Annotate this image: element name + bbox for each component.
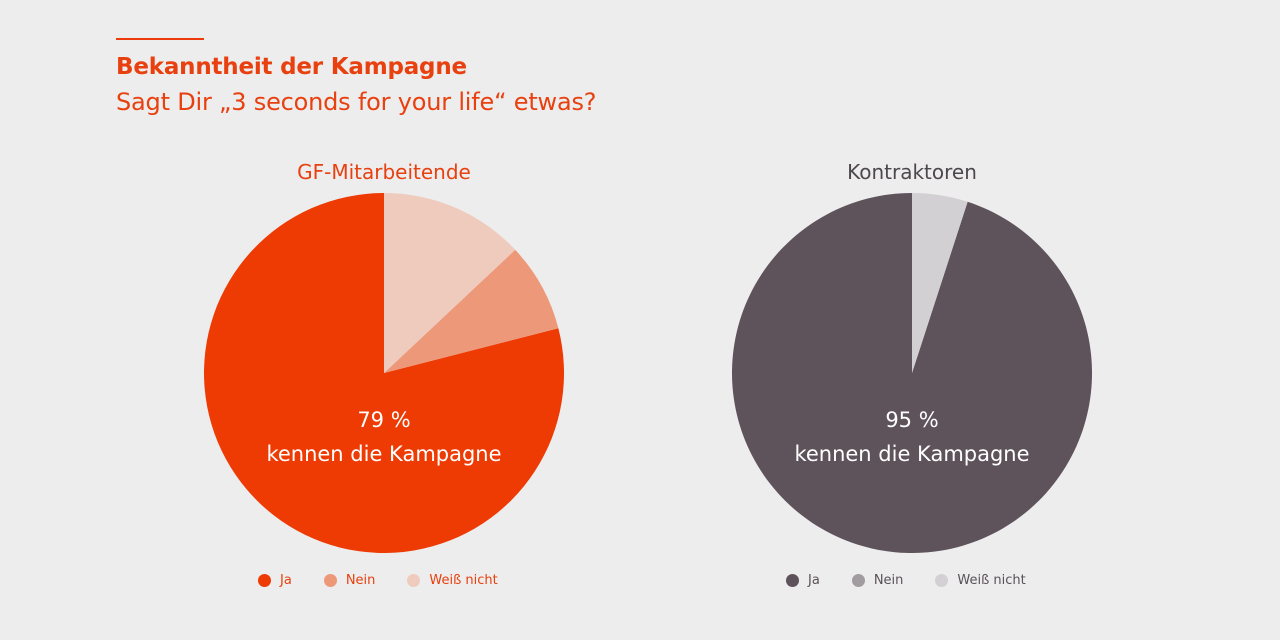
pie-center-text: kennen die Kampagne — [794, 442, 1030, 466]
legend-item-ja: Ja — [258, 573, 292, 588]
chart-title: Bekanntheit der Kampagne — [116, 54, 467, 80]
legend-item-ja: Ja — [786, 573, 820, 588]
legend-swatch — [851, 574, 865, 587]
legend-kontraktoren: Ja Nein Weiß nicht — [786, 573, 1058, 588]
legend-item-weiss-nicht: Weiß nicht — [935, 573, 1026, 588]
pie-slice-ja — [731, 193, 1092, 554]
legend-item-nein: Nein — [851, 573, 904, 588]
legend-label: Nein — [345, 573, 376, 588]
legend-label: Weiß nicht — [429, 573, 498, 588]
legend-swatch — [323, 574, 337, 587]
pie-center-label-kontraktoren: 95 % kennen die Kampagne — [712, 403, 1112, 471]
legend-swatch — [407, 574, 421, 587]
legend-label: Weiß nicht — [957, 573, 1026, 588]
legend-label: Ja — [280, 573, 292, 588]
pie-title-kontraktoren: Kontraktoren — [847, 160, 977, 184]
pie-slice-nein — [384, 249, 559, 373]
pie-slice-wei-nicht — [384, 193, 516, 373]
legend-label: Ja — [808, 573, 820, 588]
legend-gf-mitarbeitende: Ja Nein Weiß nicht — [258, 573, 530, 588]
legend-swatch — [786, 574, 799, 587]
legend-item-nein: Nein — [323, 573, 376, 588]
legend-item-weiss-nicht: Weiß nicht — [407, 573, 498, 588]
legend-label: Nein — [873, 573, 904, 588]
pie-slice-ja — [204, 193, 564, 554]
legend-swatch — [935, 574, 949, 587]
pie-center-text: kennen die Kampagne — [266, 442, 502, 466]
pie-center-value: 95 % — [885, 408, 939, 432]
legend-swatch — [258, 574, 271, 587]
pie-title-gf-mitarbeitende: GF-Mitarbeitende — [297, 160, 471, 184]
pie-center-value: 79 % — [357, 408, 411, 432]
pie-center-label-gf-mitarbeitende: 79 % kennen die Kampagne — [184, 403, 584, 471]
chart-subtitle: Sagt Dir „3 seconds for your life“ etwas… — [116, 88, 597, 116]
pie-slice-wei-nicht — [912, 193, 968, 373]
title-rule — [116, 38, 204, 40]
